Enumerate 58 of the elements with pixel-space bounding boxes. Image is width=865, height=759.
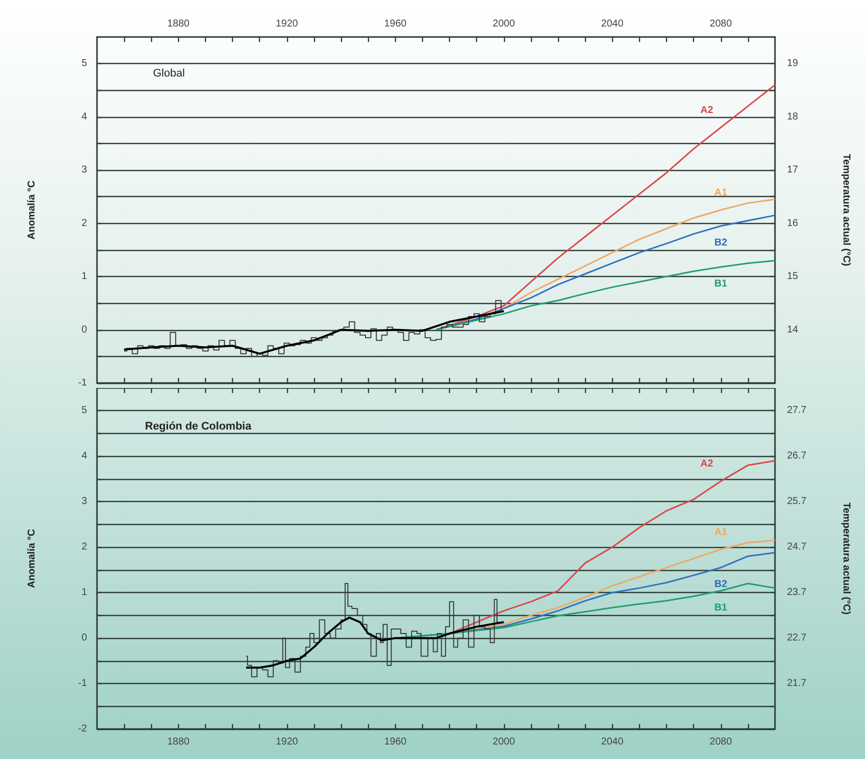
series-label: B1 [714, 278, 728, 290]
x-tick-label: 1920 [276, 736, 298, 748]
y2-tick-label: 26.7 [787, 450, 807, 462]
y2-tick-label: 18 [787, 111, 799, 122]
y2-tick-label: 22.7 [787, 632, 807, 644]
y-tick-label: 1 [81, 271, 88, 282]
y-tick-label: 4 [81, 111, 88, 122]
x-tick-label: 2040 [601, 736, 624, 748]
line-series [123, 310, 505, 355]
y-tick-label: 0 [81, 324, 88, 336]
series-label: B2 [714, 237, 728, 248]
x-tick-label: 1880 [167, 18, 190, 30]
y-tick-label: 3 [81, 496, 88, 508]
y-tick-label: -2 [78, 724, 88, 734]
series-label: A2 [700, 104, 714, 116]
y2-tick-label: 14 [787, 324, 799, 336]
y-tick-label: 2 [81, 542, 88, 553]
y2-tick-label: 21.7 [787, 678, 807, 690]
text: Región de Colombia [145, 420, 252, 432]
y2-tick-label: 27.7 [787, 405, 807, 416]
y2-tick-label: 15 [787, 271, 799, 282]
y-tick-label: -1 [78, 678, 88, 690]
series-label: A2 [700, 458, 714, 470]
line-series [435, 260, 776, 331]
y2-axis-title: Temperatura actual (°C) [840, 154, 852, 266]
x-tick-label: 2040 [601, 18, 624, 30]
line-series [245, 616, 505, 669]
x-tick-label: 2080 [710, 18, 732, 30]
x-tick-label: 1880 [167, 736, 190, 748]
series-label: B2 [714, 579, 728, 590]
text: Global [153, 68, 185, 80]
y-axis-title: Anomalía °C [26, 528, 38, 588]
y2-tick-label: 16 [787, 218, 799, 229]
y2-tick-label: 25.7 [787, 496, 807, 508]
x-tick-label: 2000 [492, 736, 516, 748]
y-tick-label: 0 [81, 632, 88, 644]
y-tick-label: -1 [78, 378, 88, 388]
x-tick-label: 1960 [384, 18, 407, 30]
x-tick-label: 2080 [710, 736, 732, 748]
x-tick-label: 2000 [492, 18, 516, 30]
y-tick-label: 4 [81, 450, 88, 462]
y-tick-label: 5 [81, 58, 88, 70]
y-tick-label: 3 [81, 164, 88, 176]
line-series [435, 84, 776, 331]
y2-tick-label: 24.7 [787, 542, 807, 553]
y2-tick-label: 17 [787, 164, 799, 176]
x-tick-label: 1960 [384, 736, 407, 748]
x-tick-label: 1920 [276, 18, 298, 30]
y2-tick-label: 23.7 [787, 587, 807, 598]
y-axis-title: Anomalía °C [26, 180, 38, 240]
series-label: A1 [714, 188, 728, 198]
y-tick-label: 5 [81, 405, 88, 416]
y-tick-label: 1 [81, 587, 88, 598]
series-label: A1 [714, 526, 728, 538]
y2-axis-title: Temperatura actual (°C) [840, 502, 852, 615]
series-label: B1 [714, 602, 728, 614]
y2-tick-label: 19 [787, 58, 799, 70]
y-tick-label: 2 [81, 218, 88, 229]
